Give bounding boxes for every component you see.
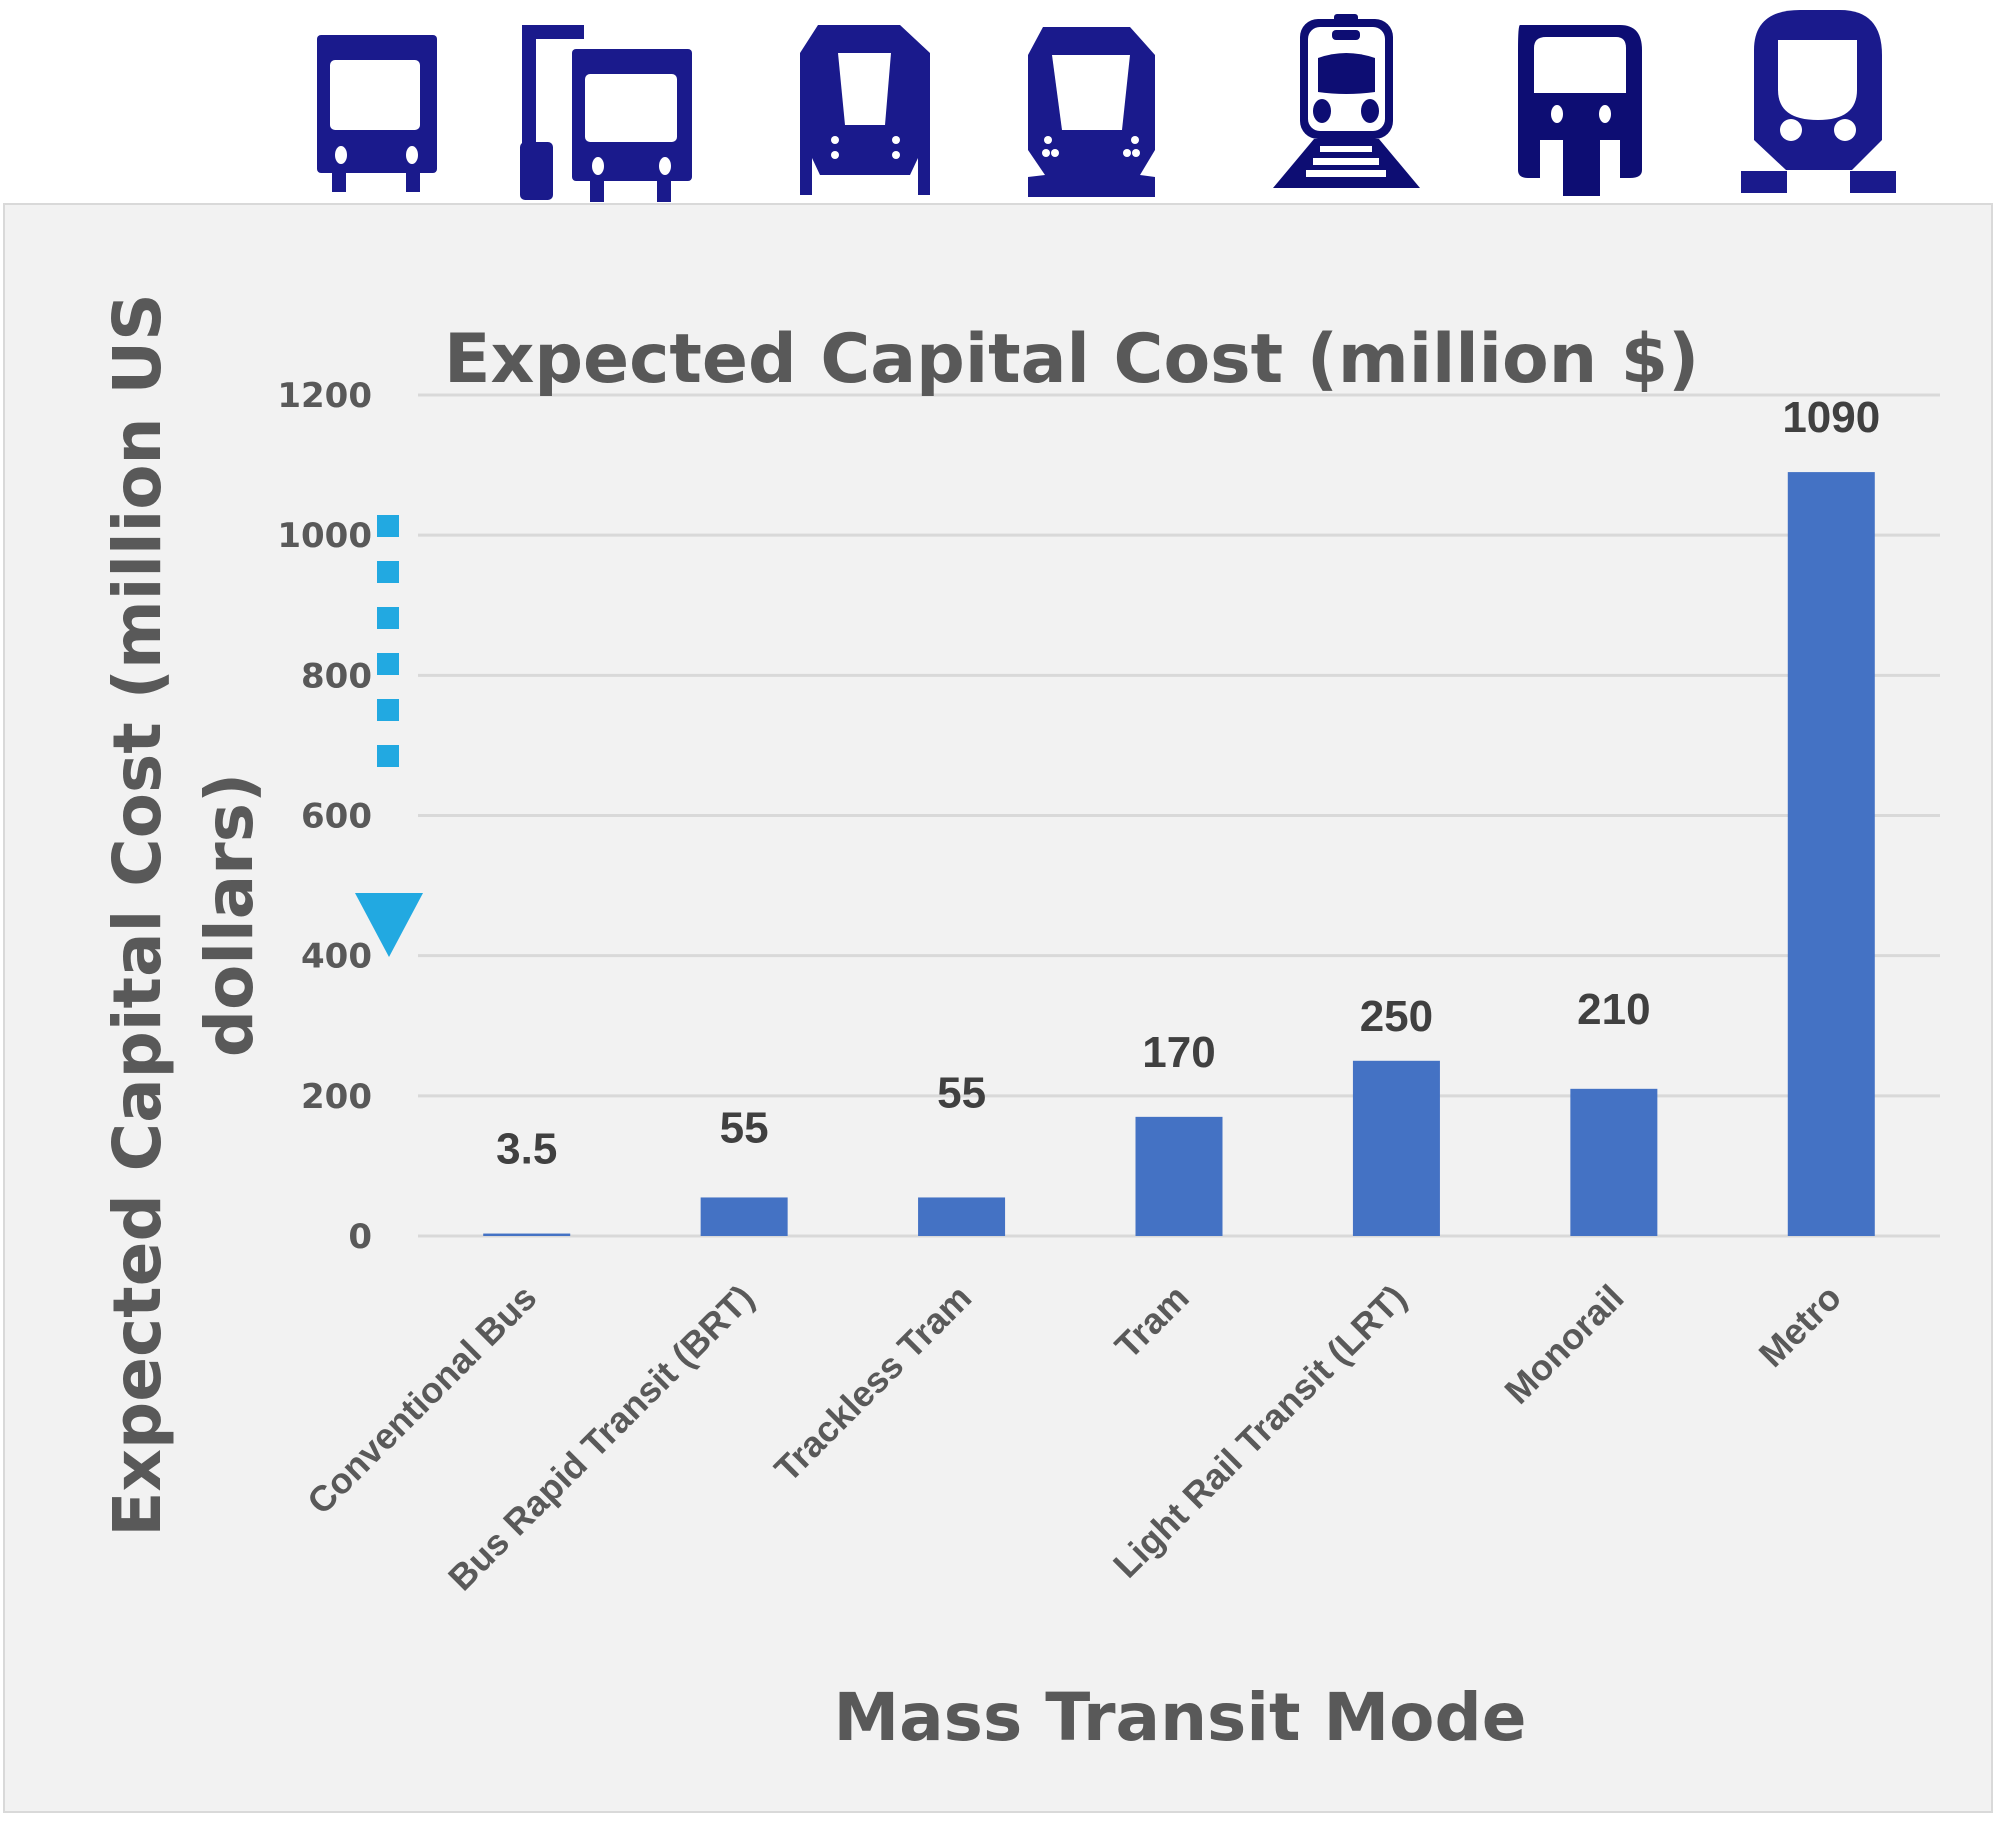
y-tick-label: 0 — [348, 1217, 372, 1257]
arrow-dash — [377, 653, 399, 675]
light-rail-icon — [1273, 14, 1420, 188]
chart-title: Expected Capital Cost (million $) — [444, 320, 1699, 399]
y-tick-label: 600 — [301, 797, 372, 837]
y-axis-title-line1: Expected Capital Cost (million US — [99, 293, 176, 1536]
data-label: 250 — [1360, 992, 1433, 1041]
arrow-dash — [377, 745, 399, 767]
x-axis-title: Mass Transit Mode — [833, 1679, 1526, 1756]
conventional-bus-icon — [317, 35, 437, 192]
arrow-dash — [377, 515, 399, 537]
bar — [1135, 1116, 1223, 1236]
y-tick-label: 1000 — [277, 516, 372, 556]
data-label: 170 — [1142, 1028, 1215, 1077]
trackless-tram-icon — [800, 25, 930, 195]
metro-icon — [1741, 10, 1896, 193]
monorail-icon — [1518, 25, 1642, 196]
transit-icons-row — [317, 10, 1896, 202]
data-labels: 3.5 55 55 170 250 210 1090 — [496, 393, 1880, 1173]
bar — [1352, 1060, 1440, 1236]
arrow-dash — [377, 699, 399, 721]
brt-bus-icon — [520, 25, 692, 202]
data-label: 3.5 — [496, 1125, 557, 1174]
y-tick-label: 200 — [301, 1077, 372, 1117]
bar — [1570, 1088, 1658, 1236]
arrow-head — [355, 893, 423, 957]
data-label: 55 — [937, 1068, 986, 1117]
arrow-dash — [377, 561, 399, 583]
category-label: Metro — [1751, 1277, 1849, 1375]
bar — [483, 1233, 571, 1236]
data-label: 210 — [1577, 985, 1650, 1034]
category-label: Trackless Tram — [766, 1277, 979, 1490]
y-axis-title-line2: dollars) — [191, 773, 268, 1057]
y-tick-label: 800 — [301, 656, 372, 696]
y-tick-label: 1200 — [277, 376, 372, 416]
category-label: Conventional Bus — [299, 1277, 544, 1522]
bars — [483, 472, 1875, 1236]
tram-icon — [1028, 27, 1155, 197]
bar — [918, 1197, 1006, 1236]
y-axis-title: Expected Capital Cost (million US dollar… — [99, 293, 268, 1536]
y-tick-labels: 0 200 400 600 800 1000 1200 — [277, 376, 372, 1257]
data-label: 55 — [720, 1103, 769, 1152]
arrow-dash — [377, 607, 399, 629]
category-label: Monorail — [1496, 1277, 1631, 1412]
bar — [700, 1197, 788, 1236]
gridlines — [418, 393, 1940, 1238]
y-tick-label: 400 — [301, 937, 372, 977]
data-label: 1090 — [1782, 393, 1880, 442]
bar — [1787, 472, 1875, 1236]
down-arrow-icon — [355, 515, 423, 957]
chart-panel — [3, 203, 1993, 1813]
category-label: Tram — [1107, 1277, 1197, 1367]
